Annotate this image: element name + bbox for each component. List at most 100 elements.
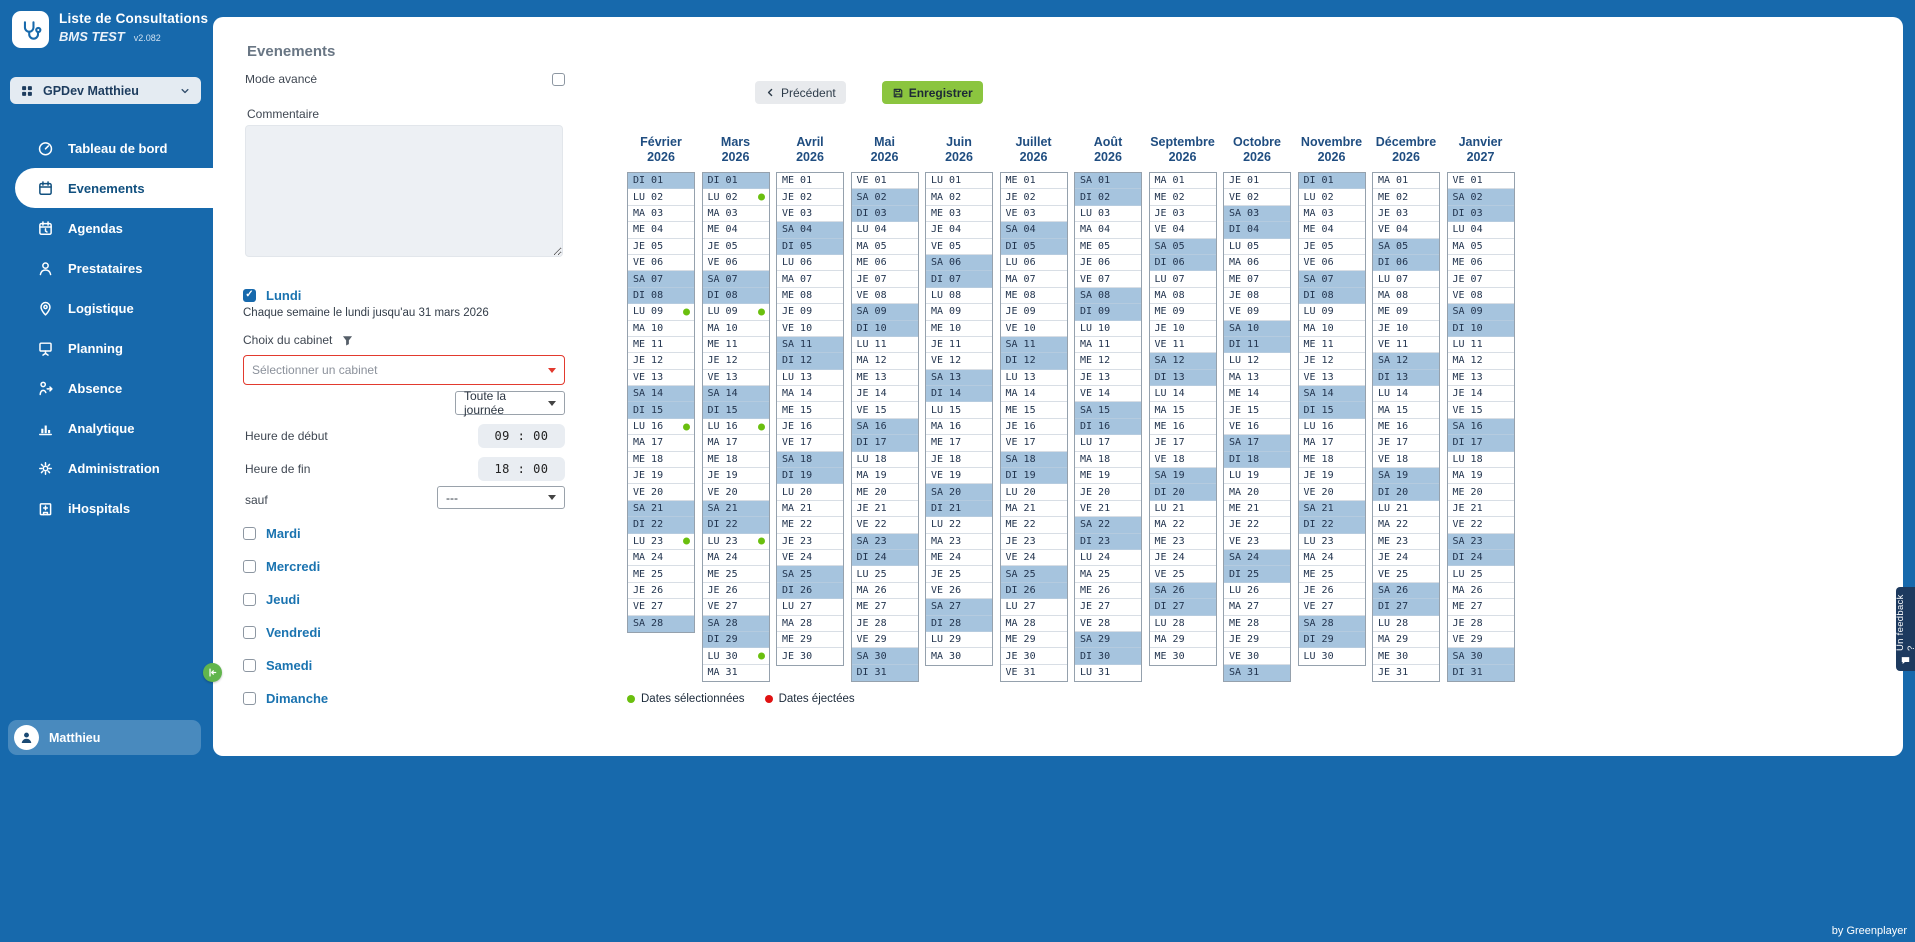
day-cell[interactable]: SA 28	[702, 615, 769, 632]
day-cell[interactable]: JE 05	[702, 238, 769, 255]
day-cell[interactable]: DI 22	[628, 517, 694, 534]
day-cell[interactable]: JE 09	[777, 304, 843, 321]
day-cell[interactable]: ME 17	[926, 435, 992, 452]
day-cell[interactable]: SA 18	[1000, 451, 1067, 469]
day-cell[interactable]: LU 17	[1075, 435, 1141, 452]
previous-button[interactable]: Précédent	[755, 81, 846, 104]
day-cell[interactable]: ME 04	[702, 222, 769, 239]
day-cell[interactable]: ME 04	[1298, 222, 1365, 239]
day-cell[interactable]: VE 23	[1224, 533, 1290, 550]
day-cell[interactable]: VE 19	[926, 468, 992, 485]
day-cell[interactable]: ME 01	[777, 173, 843, 190]
day-cell[interactable]: SA 27	[926, 599, 992, 616]
jeudi-checkbox[interactable]	[243, 593, 256, 606]
day-cell[interactable]: JE 12	[1298, 353, 1365, 370]
day-cell[interactable]: SA 17	[1224, 435, 1290, 452]
day-cell[interactable]: ME 09	[1373, 304, 1439, 321]
day-cell[interactable]: SA 12	[1149, 353, 1216, 370]
day-cell[interactable]: ME 10	[926, 320, 992, 337]
day-cell[interactable]: SA 23	[1447, 533, 1514, 550]
day-cell[interactable]: SA 07	[628, 271, 694, 288]
day-cell[interactable]: MA 12	[1447, 353, 1514, 370]
day-cell[interactable]: SA 28	[628, 615, 694, 632]
day-cell[interactable]: VE 22	[851, 517, 918, 534]
day-cell[interactable]: DI 08	[628, 287, 694, 305]
day-cell[interactable]: DI 31	[1447, 664, 1514, 682]
day-cell[interactable]: ME 16	[1149, 418, 1216, 436]
day-cell[interactable]: LU 02	[702, 189, 769, 206]
day-cell[interactable]: MA 01	[1149, 173, 1216, 190]
day-cell[interactable]: DI 11	[1224, 336, 1290, 354]
day-cell[interactable]: LU 19	[1224, 468, 1290, 485]
day-cell[interactable]: JE 09	[1000, 304, 1067, 321]
end-time-input[interactable]: 18 : 00	[478, 457, 565, 481]
day-cell[interactable]: ME 02	[1373, 189, 1439, 206]
day-cell[interactable]: SA 04	[1000, 222, 1067, 239]
day-cell[interactable]: ME 25	[628, 566, 694, 583]
day-cell[interactable]: MA 05	[851, 238, 918, 255]
day-cell[interactable]: LU 25	[851, 566, 918, 583]
day-cell[interactable]: SA 12	[1373, 353, 1439, 370]
day-cell[interactable]: LU 07	[1373, 271, 1439, 288]
day-cell[interactable]: JE 12	[702, 353, 769, 370]
day-cell[interactable]: LU 20	[1000, 484, 1067, 501]
day-cell[interactable]: DI 21	[926, 500, 992, 518]
mardi-checkbox[interactable]	[243, 527, 256, 540]
day-cell[interactable]: JE 18	[926, 451, 992, 469]
day-cell[interactable]: VE 06	[628, 254, 694, 272]
day-cell[interactable]: VE 15	[1447, 402, 1514, 419]
day-cell[interactable]: LU 16	[702, 418, 769, 436]
day-cell[interactable]: JE 03	[1373, 205, 1439, 223]
day-cell[interactable]: DI 14	[926, 386, 992, 403]
day-cell[interactable]: DI 04	[1224, 222, 1290, 239]
day-cell[interactable]: VE 03	[1000, 205, 1067, 223]
day-cell[interactable]: DI 15	[702, 402, 769, 419]
sidebar-item-logistique[interactable]: Logistique	[0, 288, 213, 328]
day-cell[interactable]: VE 07	[1075, 271, 1141, 288]
day-cell[interactable]: JE 29	[1224, 631, 1290, 649]
dimanche-checkbox[interactable]	[243, 692, 256, 705]
day-cell[interactable]: DI 17	[851, 435, 918, 452]
day-cell[interactable]: SA 07	[1298, 271, 1365, 288]
day-cell[interactable]: JE 24	[1373, 549, 1439, 567]
day-cell[interactable]: ME 06	[1447, 254, 1514, 272]
day-cell[interactable]: MA 17	[702, 435, 769, 452]
day-cell[interactable]: VE 27	[702, 599, 769, 616]
allday-select[interactable]: Toute la journée	[455, 389, 565, 417]
day-cell[interactable]: DI 22	[702, 517, 769, 534]
day-cell[interactable]: SA 03	[1224, 205, 1290, 223]
day-cell[interactable]: LU 16	[1298, 418, 1365, 436]
day-cell[interactable]: DI 26	[1000, 582, 1067, 600]
sidebar-item-agendas[interactable]: Agendas	[0, 208, 213, 248]
day-cell[interactable]: MA 15	[1149, 402, 1216, 419]
day-cell[interactable]: MA 24	[702, 549, 769, 567]
day-cell[interactable]: JE 26	[628, 582, 694, 600]
day-cell[interactable]: VE 25	[1373, 566, 1439, 583]
day-cell[interactable]: LU 02	[628, 189, 694, 206]
day-cell[interactable]: ME 05	[1075, 238, 1141, 255]
day-cell[interactable]: VE 24	[777, 549, 843, 567]
day-cell[interactable]: JE 14	[1447, 386, 1514, 403]
day-cell[interactable]: VE 05	[926, 238, 992, 255]
day-cell[interactable]: DI 30	[1075, 648, 1141, 665]
day-cell[interactable]: MA 19	[851, 468, 918, 485]
day-cell[interactable]: SA 22	[1075, 517, 1141, 534]
day-cell[interactable]: SA 16	[1447, 418, 1514, 436]
day-cell[interactable]: JE 10	[1149, 320, 1216, 337]
day-cell[interactable]: MA 07	[777, 271, 843, 288]
day-cell[interactable]: SA 16	[851, 418, 918, 436]
day-cell[interactable]: MA 24	[1298, 549, 1365, 567]
sidebar-item-absence[interactable]: Absence	[0, 368, 213, 408]
day-cell[interactable]: LU 09	[702, 304, 769, 321]
day-cell[interactable]: JE 23	[777, 533, 843, 550]
day-cell[interactable]: SA 05	[1149, 238, 1216, 255]
day-cell[interactable]: LU 18	[851, 451, 918, 469]
day-cell[interactable]: LU 14	[1373, 386, 1439, 403]
day-cell[interactable]: JE 25	[926, 566, 992, 583]
day-cell[interactable]: VE 20	[702, 484, 769, 501]
day-cell[interactable]: MA 24	[628, 549, 694, 567]
save-button[interactable]: Enregistrer	[881, 81, 983, 104]
sidebar-item-analytique[interactable]: Analytique	[0, 408, 213, 448]
day-cell[interactable]: JE 23	[1000, 533, 1067, 550]
day-cell[interactable]: VE 27	[1298, 599, 1365, 616]
